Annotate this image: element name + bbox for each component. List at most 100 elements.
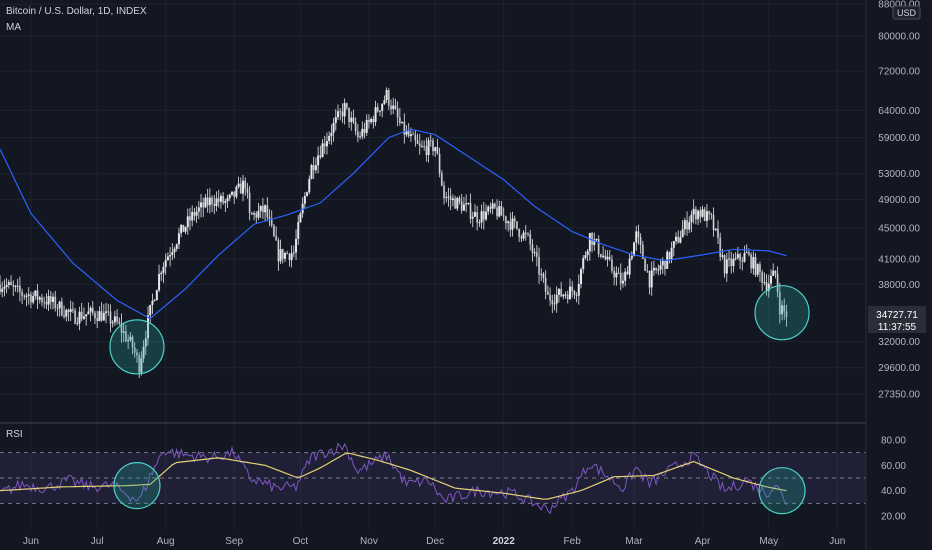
rsi-band-guides [0, 452, 866, 504]
candle-body [131, 336, 134, 348]
time-tick-label: Oct [293, 536, 309, 547]
candle-body [436, 147, 439, 154]
candle-body [637, 231, 640, 238]
candle-body [47, 296, 50, 305]
candle-body [268, 216, 271, 219]
currency-badge[interactable] [892, 5, 921, 20]
rsi-tick-label: 60.00 [881, 461, 906, 472]
candle-body [169, 254, 172, 257]
candle-body [34, 290, 37, 297]
candle-body [617, 272, 620, 274]
time-axis[interactable]: Jun Jul Aug Sep Oct Nov Dec 2022 Feb Mar Apr May Jun [23, 536, 845, 547]
candle-body [496, 207, 499, 217]
candle-body [443, 185, 446, 199]
candle-body [460, 201, 463, 211]
candle-body [686, 220, 689, 230]
candle-body [396, 108, 399, 118]
candle-body [102, 313, 105, 321]
candle-body [330, 132, 333, 136]
candle-body [188, 216, 191, 221]
candle-body [54, 296, 57, 308]
price-tick-label: 53000.00 [878, 169, 920, 180]
candle-body [25, 295, 28, 297]
candle-body [604, 255, 607, 260]
candle-body [621, 280, 624, 284]
candle-body [553, 303, 556, 305]
candle-body [74, 310, 77, 324]
grid-lines [0, 0, 866, 530]
candle-body [142, 346, 145, 359]
candle-body [588, 233, 591, 252]
candle-body [763, 282, 766, 284]
candle-body [164, 260, 167, 267]
candle-body [321, 143, 324, 158]
candle-body [376, 107, 379, 112]
candle-body [719, 237, 722, 257]
last-price-badge[interactable] [868, 306, 926, 333]
candle-body [500, 206, 503, 216]
candle-body [350, 117, 353, 123]
candle-body [359, 136, 362, 138]
candle-body [65, 309, 68, 317]
candle-body [447, 196, 450, 198]
candle-body [478, 222, 481, 224]
candle-body [708, 211, 711, 215]
candle-body [211, 197, 214, 204]
candle-body [438, 153, 441, 174]
candle-body [367, 119, 370, 123]
candle-body [325, 141, 328, 147]
candle-body [761, 272, 764, 283]
rsi-tick-label: 80.00 [881, 436, 906, 447]
candle-body [628, 258, 631, 275]
candle-body [469, 203, 472, 219]
candle-body [286, 252, 289, 254]
candle-body [93, 312, 96, 319]
candle-body [688, 222, 691, 230]
candle-body [27, 294, 30, 296]
rsi-indicator-label[interactable]: RSI [6, 429, 23, 440]
ma-line [0, 128, 787, 320]
ma-indicator-label[interactable]: MA [6, 22, 21, 33]
candle-body [741, 260, 744, 262]
candle-body [597, 238, 600, 255]
candle-body [264, 205, 267, 213]
candle-body [568, 286, 571, 300]
candle-body [217, 198, 220, 202]
candle-body [197, 207, 200, 212]
candle-body [383, 100, 386, 104]
candle-body [513, 218, 516, 222]
candle-body [697, 210, 700, 220]
candle-body [566, 294, 569, 300]
candle-body [328, 135, 331, 142]
candle-body [339, 111, 342, 113]
candle-body [407, 130, 410, 136]
candle-body [21, 292, 24, 296]
candle-body [246, 188, 249, 193]
symbol-title[interactable]: Bitcoin / U.S. Dollar, 1D, INDEX [6, 6, 147, 17]
candle-body [451, 198, 454, 201]
rsi-axis[interactable]: 80.00 60.00 40.00 20.00 [881, 436, 906, 523]
candle-body [694, 208, 697, 220]
candle-body [354, 121, 357, 132]
candle-body [756, 264, 759, 275]
candle-body [118, 321, 121, 324]
candle-body [0, 284, 1, 292]
candle-body [493, 203, 496, 208]
candle-body [290, 253, 293, 261]
candle-body [343, 103, 346, 117]
candle-body [385, 90, 388, 101]
candle-body [535, 252, 538, 257]
candle-body [202, 202, 205, 208]
candle-body [511, 218, 514, 230]
price-axis[interactable]: 88000.00 80000.00 72000.00 64000.00 59000.00… [878, 0, 920, 401]
time-tick-label: May [759, 536, 778, 547]
candle-body [281, 249, 284, 259]
candle-body [18, 285, 21, 293]
candle-body [575, 295, 578, 296]
candle-body [747, 252, 750, 255]
candle-body [562, 294, 565, 297]
currency-label: USD [897, 8, 917, 18]
candle-body [111, 322, 114, 324]
candle-body [721, 255, 724, 257]
candle-body [301, 203, 304, 214]
